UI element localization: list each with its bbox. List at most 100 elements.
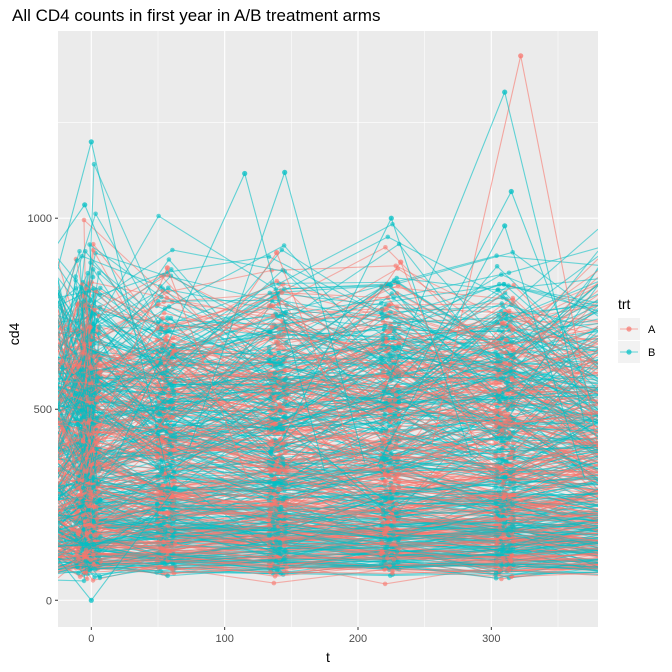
data-point <box>91 475 97 481</box>
data-point <box>82 443 88 448</box>
outlier-point <box>388 215 394 221</box>
trajectory-line <box>58 244 598 395</box>
data-point <box>266 303 272 309</box>
data-point <box>382 497 388 503</box>
data-point <box>271 416 277 421</box>
data-point <box>80 513 86 518</box>
data-point <box>78 418 84 423</box>
data-point <box>504 337 509 343</box>
subject-trajectory <box>58 550 598 573</box>
legend-key-point <box>626 326 632 332</box>
data-point <box>165 368 170 374</box>
data-point <box>282 548 288 554</box>
data-point <box>500 295 505 300</box>
data-point <box>80 546 85 552</box>
trajectory-line <box>58 258 598 381</box>
data-point <box>281 467 286 473</box>
data-point <box>271 580 277 586</box>
highlight-trajectory <box>115 170 326 472</box>
data-point <box>83 570 88 575</box>
data-point <box>270 313 276 319</box>
trajectory-line <box>58 287 598 398</box>
data-point <box>162 385 168 390</box>
data-point <box>269 467 275 473</box>
trajectory-line <box>58 536 598 568</box>
data-point <box>156 213 161 219</box>
trajectory-line <box>58 223 598 356</box>
data-point <box>94 415 100 420</box>
data-point <box>156 482 161 488</box>
legend-title: trt <box>618 296 631 312</box>
data-point <box>278 505 284 510</box>
data-point <box>278 408 283 413</box>
data-point <box>169 397 174 403</box>
data-point <box>505 379 511 384</box>
data-point <box>80 485 86 491</box>
data-point <box>393 476 398 481</box>
data-point <box>90 267 96 272</box>
data-point <box>389 465 394 471</box>
trajectory-line <box>58 369 598 431</box>
outlier-point <box>88 597 94 603</box>
data-point <box>88 260 93 265</box>
outlier-point <box>508 188 514 195</box>
outlier-point <box>88 139 94 145</box>
data-point <box>272 574 278 579</box>
data-point <box>284 565 290 570</box>
trajectory-line <box>58 356 598 421</box>
trajectory-line <box>58 287 598 388</box>
data-point <box>508 343 514 349</box>
data-point <box>93 531 98 537</box>
x-tick-label: 200 <box>349 633 367 645</box>
data-point <box>510 347 516 353</box>
outlier-point <box>502 223 508 229</box>
data-point <box>387 423 392 429</box>
data-point <box>497 568 503 573</box>
data-point <box>505 440 511 446</box>
data-point <box>75 470 80 476</box>
legend-item: A <box>618 318 656 340</box>
data-point <box>279 290 285 296</box>
data-point <box>276 487 282 493</box>
y-tick-label: 500 <box>34 404 52 416</box>
data-point <box>83 558 89 564</box>
data-point <box>497 389 502 395</box>
data-point <box>494 359 500 365</box>
data-point <box>267 290 273 296</box>
data-point <box>501 282 507 287</box>
data-point <box>390 484 396 490</box>
data-point <box>494 415 499 421</box>
trajectory-line <box>58 215 598 413</box>
trajectory-line <box>58 499 598 521</box>
data-point <box>379 312 385 317</box>
data-point <box>162 528 168 533</box>
data-point <box>269 324 275 330</box>
subject-trajectory <box>58 426 598 503</box>
data-point <box>506 308 512 314</box>
data-point <box>162 520 167 525</box>
data-point <box>508 455 514 461</box>
data-point <box>77 399 82 405</box>
data-point <box>80 503 85 509</box>
data-point <box>505 407 511 412</box>
data-point <box>506 270 512 276</box>
data-point <box>508 352 514 358</box>
data-point <box>98 534 103 539</box>
data-point <box>279 247 285 253</box>
data-point <box>170 247 175 253</box>
data-point <box>493 571 499 576</box>
data-point <box>281 441 286 446</box>
data-point <box>502 360 508 366</box>
data-point <box>272 525 277 531</box>
trajectory-line <box>58 346 598 435</box>
data-point <box>271 491 277 497</box>
data-point <box>88 462 93 468</box>
legend-label: A <box>648 324 656 336</box>
data-point <box>269 473 274 479</box>
outlier-point <box>82 202 88 208</box>
data-point <box>497 399 502 405</box>
subject-trajectory <box>58 534 598 554</box>
data-point <box>505 543 511 549</box>
data-point <box>502 396 508 402</box>
data-point <box>84 541 89 547</box>
